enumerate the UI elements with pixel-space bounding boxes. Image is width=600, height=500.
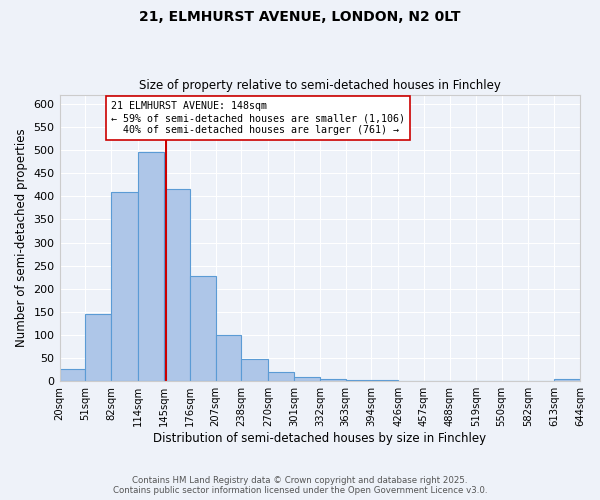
Bar (190, 276, 215, 381)
Y-axis label: Number of semi-detached properties: Number of semi-detached properties (15, 128, 28, 347)
Bar (215, 335, 241, 381)
Bar (241, 360, 268, 381)
Title: Size of property relative to semi-detached houses in Finchley: Size of property relative to semi-detach… (139, 79, 501, 92)
Bar (111, 192, 138, 381)
Bar (346, 380, 371, 381)
Text: 21 ELMHURST AVENUE: 148sqm
← 59% of semi-detached houses are smaller (1,106)
  4: 21 ELMHURST AVENUE: 148sqm ← 59% of semi… (111, 102, 405, 134)
Bar (320, 379, 346, 381)
Bar (164, 190, 190, 381)
Bar (294, 376, 320, 381)
Bar (59, 368, 85, 381)
Bar (138, 152, 164, 381)
X-axis label: Distribution of semi-detached houses by size in Finchley: Distribution of semi-detached houses by … (153, 432, 487, 445)
Bar (371, 380, 398, 381)
Text: 21, ELMHURST AVENUE, LONDON, N2 0LT: 21, ELMHURST AVENUE, LONDON, N2 0LT (139, 10, 461, 24)
Bar (554, 380, 580, 381)
Bar (268, 372, 294, 381)
Text: Contains HM Land Registry data © Crown copyright and database right 2025.
Contai: Contains HM Land Registry data © Crown c… (113, 476, 487, 495)
Bar (85, 314, 111, 381)
